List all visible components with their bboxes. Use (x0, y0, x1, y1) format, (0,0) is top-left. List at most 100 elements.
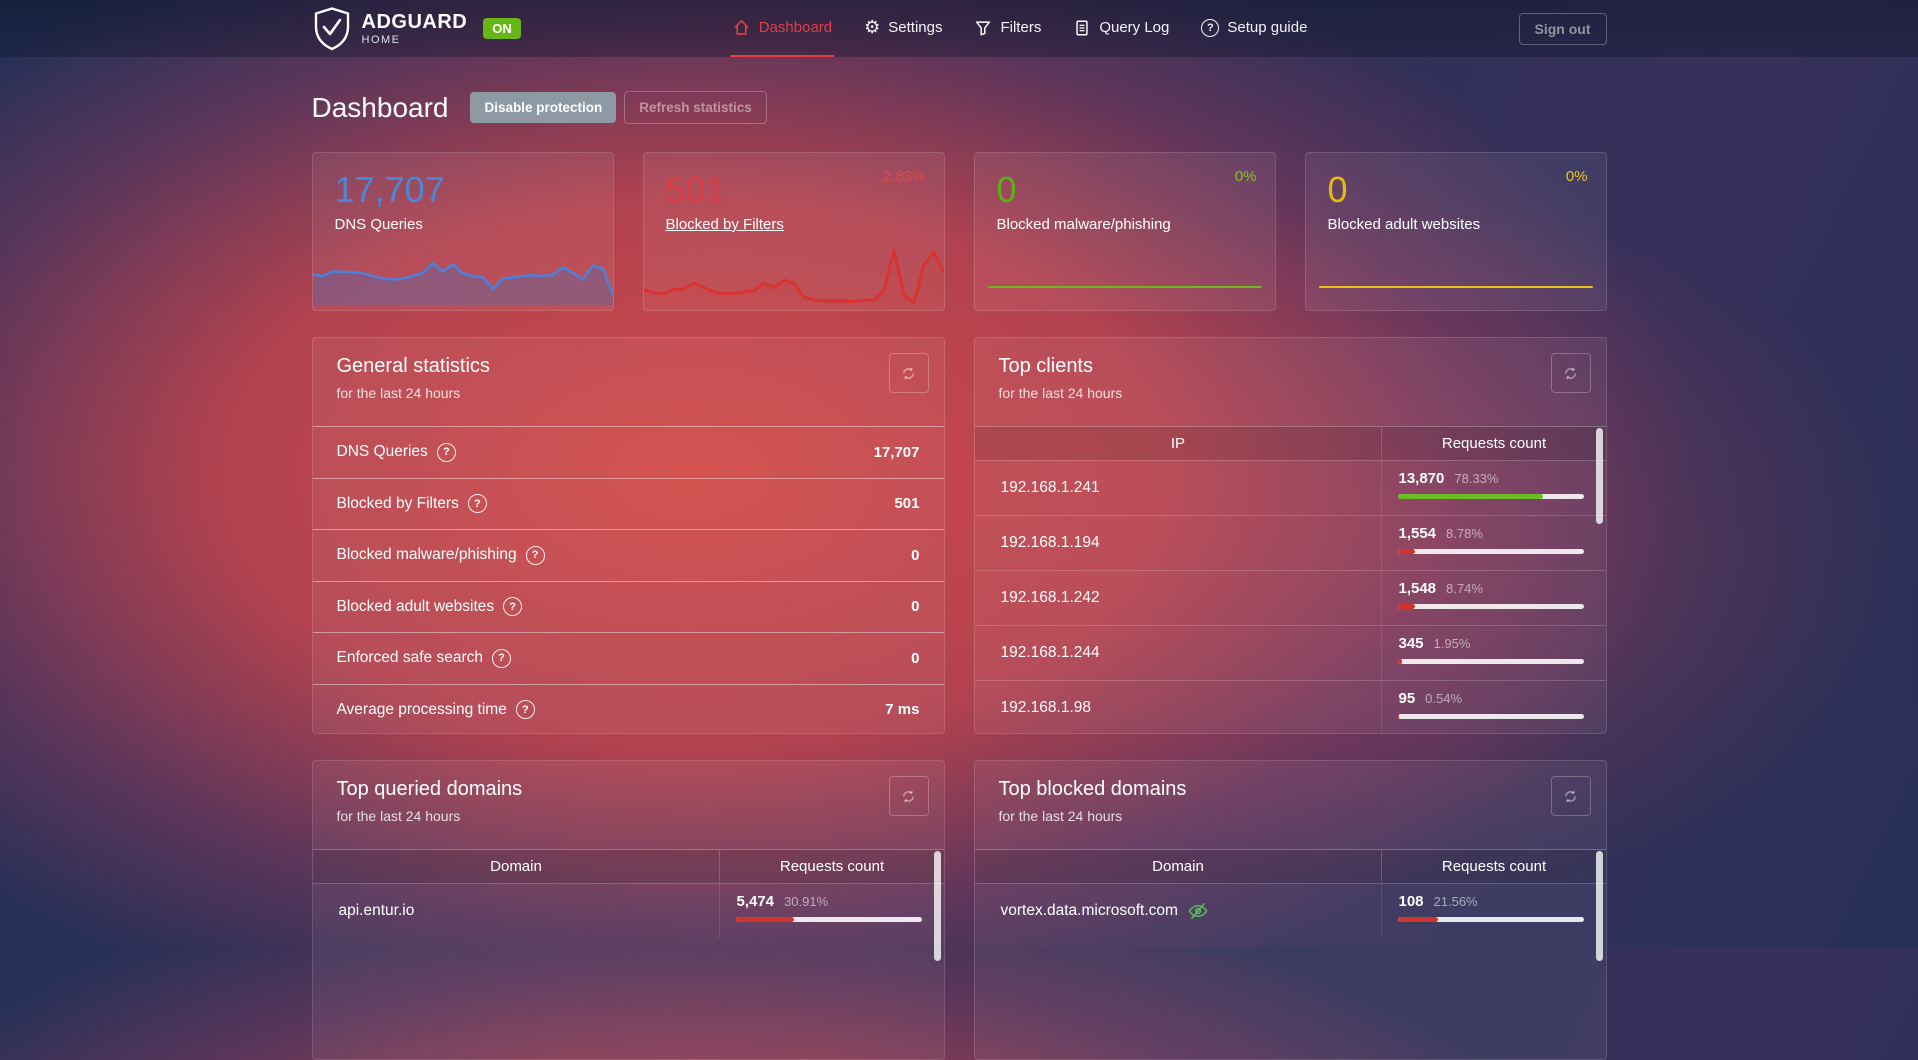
dns-queries-label: DNS Queries (334, 215, 423, 233)
client-row: 192.168.1.194 1,554 8.78% (974, 515, 1606, 570)
refresh-icon (903, 789, 914, 803)
nav-item-settings[interactable]: ⚙ Settings (862, 0, 944, 57)
help-icon[interactable]: ? (525, 545, 545, 565)
blocked-filters-percent: 2.83% (882, 168, 926, 185)
sign-out-button[interactable]: Sign out (1518, 12, 1607, 45)
statistics-row-label: Average processing time ? (337, 700, 535, 720)
domain-requests-count: 108 (1398, 893, 1424, 910)
statistics-row: Enforced safe search ? 0 (312, 632, 944, 684)
client-requests-percent: 8.74% (1446, 581, 1483, 596)
dns-queries-sparkline (312, 241, 613, 305)
dns-queries-value: 17,707 (334, 169, 445, 210)
top-queried-domains-scrollbar[interactable] (933, 851, 941, 961)
top-clients-title: Top clients (998, 355, 1094, 377)
nav-item-query-log[interactable]: Query Log (1071, 0, 1171, 57)
statistics-row-label: DNS Queries ? (337, 442, 456, 462)
gear-icon: ⚙ (864, 16, 881, 38)
client-requests-count: 345 (1398, 635, 1424, 652)
domain-requests-percent: 30.91% (784, 894, 829, 909)
question-circle-icon: ? (1201, 18, 1220, 37)
client-requests-count: 95 (1398, 690, 1416, 707)
nav-label: Filters (1000, 19, 1042, 36)
nav-item-setup-guide[interactable]: ? Setup guide (1199, 0, 1309, 57)
card-blocked-malware: 0% 0 Blocked malware/phishing (973, 152, 1276, 311)
home-icon (734, 20, 749, 35)
client-ip[interactable]: 192.168.1.242 (1000, 589, 1100, 606)
general-statistics-refresh-button[interactable] (888, 353, 929, 393)
main-nav: Dashboard ⚙ Settings Filters Query (521, 0, 1519, 57)
help-icon[interactable]: ? (436, 442, 456, 462)
top-blocked-domains-table-body: vortex.data.microsoft.com 108 21.56% (974, 883, 1606, 938)
client-ip[interactable]: 192.168.1.244 (1000, 644, 1100, 661)
page-title: Dashboard (311, 91, 449, 123)
blocked-adult-flatline (1318, 286, 1593, 288)
client-ip[interactable]: 192.168.1.194 (1000, 534, 1100, 551)
funnel-icon (976, 20, 991, 35)
nav-item-filters[interactable]: Filters (972, 0, 1043, 57)
help-icon[interactable]: ? (515, 700, 535, 720)
client-row: 192.168.1.98 95 0.54% (974, 680, 1606, 733)
brand[interactable]: ADGUARD HOME ON (312, 6, 521, 51)
column-header-requests-count: Requests count (719, 850, 943, 883)
top-blocked-domains-scrollbar[interactable] (1595, 851, 1603, 961)
blocked-adult-percent: 0% (1565, 168, 1588, 185)
blocked-adult-value: 0 (1327, 169, 1348, 210)
topbar: ADGUARD HOME ON Dashboard ⚙ Settings Fil… (0, 0, 1918, 57)
help-icon[interactable]: ? (491, 648, 511, 668)
blocked-filters-link[interactable]: Blocked by Filters (665, 215, 784, 233)
stat-cards-row: 17,707 DNS Queries 2.83% 501 Blocked by … (311, 152, 1607, 311)
nav-item-dashboard[interactable]: Dashboard (729, 0, 835, 57)
refresh-statistics-button[interactable]: Refresh statistics (624, 91, 767, 124)
client-requests-count: 1,554 (1398, 525, 1437, 542)
column-header-requests-count: Requests count (1381, 850, 1605, 883)
adguard-shield-logo (314, 7, 349, 51)
help-icon[interactable]: ? (467, 494, 487, 514)
blocked-malware-label: Blocked malware/phishing (996, 215, 1171, 233)
top-queried-domains-subtitle: for the last 24 hours (336, 808, 461, 824)
client-row: 192.168.1.241 13,870 78.33% (974, 460, 1606, 515)
client-row: 192.168.1.242 1,548 8.74% (974, 570, 1606, 625)
top-clients-table-body: 192.168.1.241 13,870 78.33% 192.168.1.194… (974, 460, 1606, 733)
statistics-row-value: 0 (911, 649, 920, 667)
statistics-row: Blocked malware/phishing ? 0 (312, 529, 944, 581)
top-clients-scrollbar[interactable] (1595, 428, 1603, 524)
general-statistics-panel: General statistics for the last 24 hours… (311, 337, 945, 734)
column-header-requests-count: Requests count (1381, 427, 1605, 460)
refresh-icon (1565, 366, 1576, 380)
top-clients-refresh-button[interactable] (1550, 353, 1591, 393)
card-blocked-by-filters: 2.83% 501 Blocked by Filters (642, 152, 945, 311)
nav-label: Query Log (1099, 19, 1170, 36)
domain-row: vortex.data.microsoft.com 108 21.56% (974, 883, 1606, 938)
domain-requests-count: 5,474 (736, 893, 775, 910)
help-icon[interactable]: ? (503, 597, 523, 617)
progress-bar (1398, 549, 1584, 554)
statistics-row: DNS Queries ? 17,707 (312, 426, 944, 478)
brand-sub: HOME (361, 33, 401, 46)
domain-name[interactable]: api.entur.io (338, 902, 415, 919)
progress-bar (1398, 494, 1584, 499)
document-icon (1076, 20, 1088, 35)
client-requests-percent: 1.95% (1433, 636, 1471, 651)
general-statistics-list: DNS Queries ? 17,707 Blocked by Filters … (312, 426, 944, 733)
domain-name[interactable]: vortex.data.microsoft.com (1000, 902, 1178, 919)
top-blocked-domains-subtitle: for the last 24 hours (998, 808, 1123, 824)
client-ip[interactable]: 192.168.1.241 (1000, 479, 1100, 496)
unblock-eye-off-icon[interactable] (1187, 900, 1209, 922)
client-requests-percent: 8.78% (1446, 526, 1483, 541)
statistics-row-value: 7 ms (885, 701, 920, 719)
statistics-row: Blocked by Filters ? 501 (312, 477, 944, 530)
client-ip[interactable]: 192.168.1.98 (1000, 699, 1092, 716)
top-clients-table-header: IP Requests count (974, 426, 1606, 460)
statistics-row-label: Blocked by Filters ? (337, 494, 487, 514)
top-queried-domains-table-body: api.entur.io 5,474 30.91% (312, 883, 944, 938)
general-statistics-title: General statistics (336, 355, 490, 377)
blocked-malware-value: 0 (996, 169, 1017, 210)
disable-protection-button[interactable]: Disable protection (470, 92, 617, 123)
progress-bar (1398, 714, 1584, 719)
top-queried-domains-refresh-button[interactable] (888, 776, 929, 816)
client-requests-percent: 78.33% (1454, 471, 1499, 486)
top-blocked-domains-refresh-button[interactable] (1550, 776, 1591, 816)
top-queried-domains-panel: Top queried domains for the last 24 hour… (311, 760, 945, 1060)
statistics-row-value: 0 (911, 546, 920, 564)
column-header-ip: IP (1170, 435, 1186, 452)
